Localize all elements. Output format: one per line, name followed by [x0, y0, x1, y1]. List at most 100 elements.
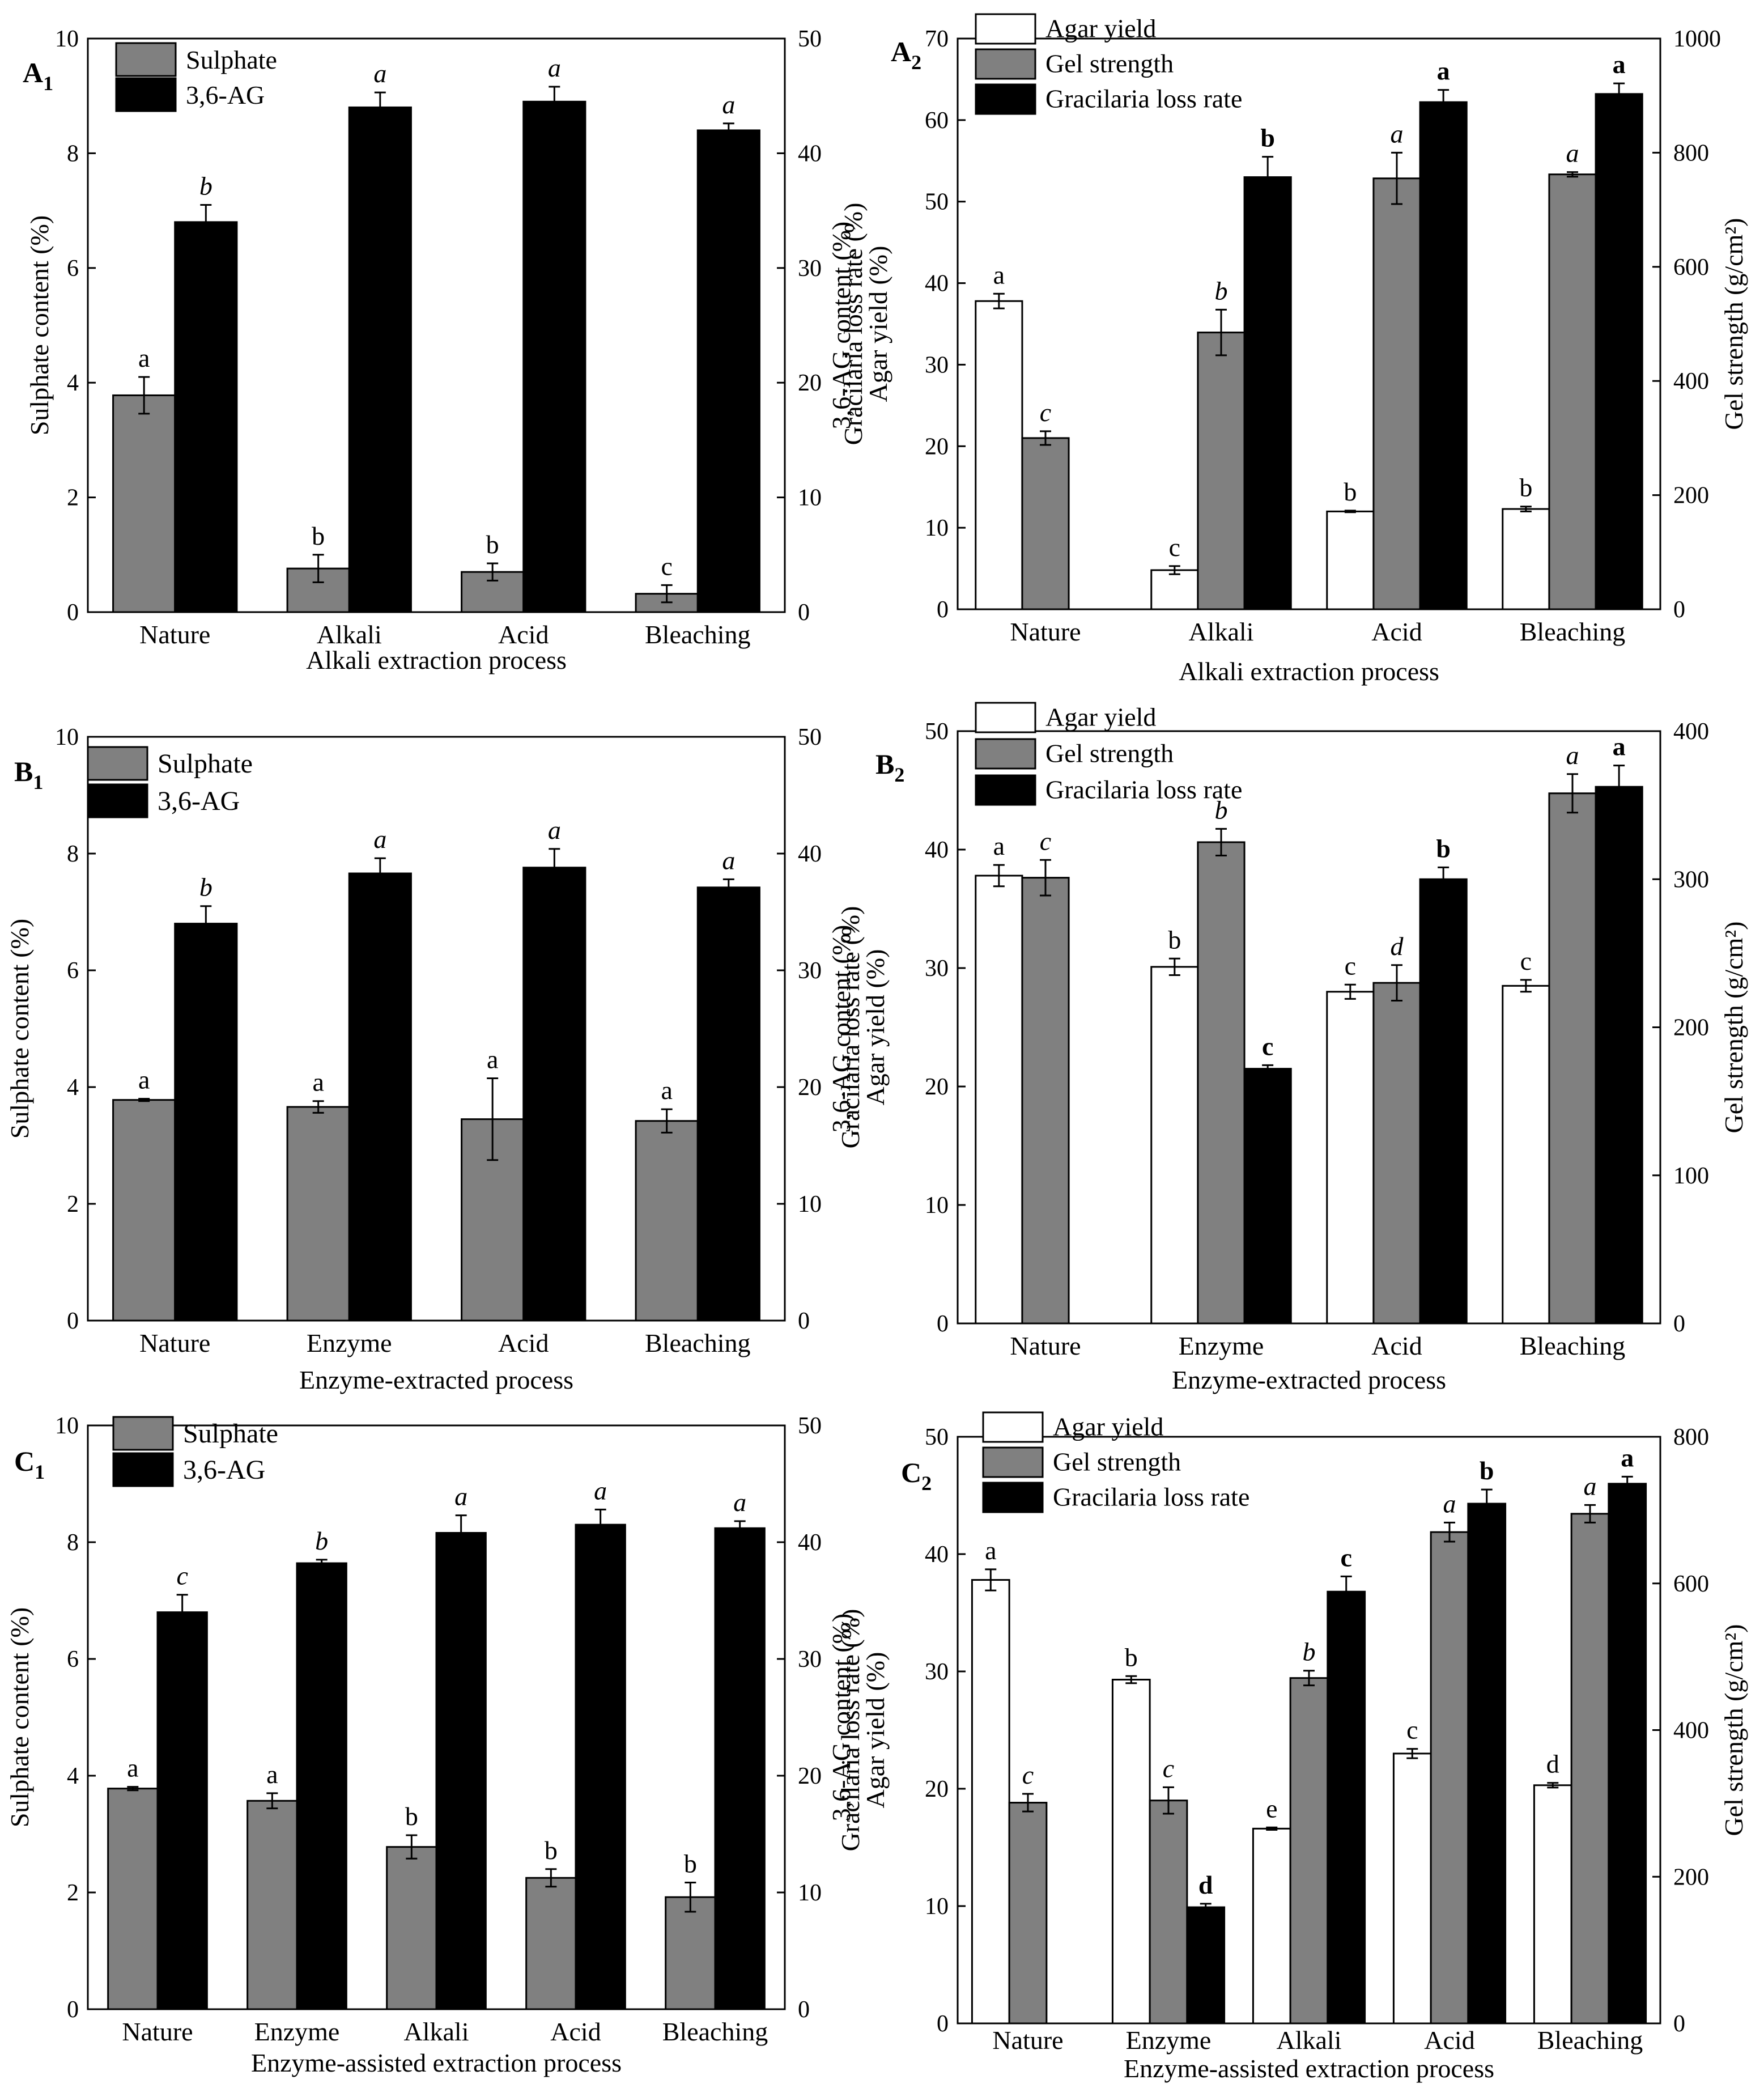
bar-gel-strength [1548, 792, 1597, 1325]
panel-label: C1 [14, 1445, 45, 1483]
right-tick-label: 10 [798, 485, 822, 511]
bar-gracilaria-loss-rate [1186, 1906, 1226, 2025]
left-tick-label: 6 [67, 1646, 79, 1673]
plot-frame [87, 37, 786, 613]
left-axis-title: Sulphate content (%) [5, 919, 34, 1139]
left-tick-label: 10 [925, 1192, 949, 1219]
bar-gel-strength [1570, 1513, 1610, 2025]
significance-letter: b [1168, 925, 1181, 954]
right-tick-label: 600 [1673, 1571, 1709, 1597]
x-tick-label: Acid [498, 1329, 549, 1357]
legend-label: Sulphate [158, 749, 253, 779]
x-axis-title: Enzyme-assisted extraction process [1124, 2054, 1494, 2083]
significance-letter: a [454, 1482, 467, 1511]
x-tick-label: Nature [1010, 617, 1081, 646]
bar-gracilaria-loss-rate [1467, 1503, 1507, 2025]
bar-agar-yield [1326, 510, 1375, 610]
left-tick-label: 6 [67, 256, 79, 282]
significance-letter: c [1262, 1032, 1273, 1060]
significance-letter: d [1198, 1870, 1213, 1899]
bar-agar-yield [1533, 1784, 1572, 2025]
legend-label: Gracilaria loss rate [1045, 84, 1242, 113]
right-tick-label: 0 [798, 1997, 810, 2023]
bar-sulphate [386, 1846, 437, 2010]
x-tick-label: Enzyme [254, 2017, 340, 2046]
legend-swatch [975, 702, 1036, 733]
significance-letter: a [1391, 119, 1404, 148]
legend-label: Agar yield [1053, 1412, 1163, 1441]
bar-3-6-ag [714, 1527, 766, 2010]
significance-letter: b [545, 1836, 558, 1865]
right-axis-title: Gel strength (g/cm²) [1719, 921, 1748, 1133]
bar-agar-yield [975, 300, 1023, 610]
x-tick-label: Nature [122, 2017, 193, 2046]
significance-letter: a [993, 260, 1005, 289]
legend-label: Agar yield [1045, 703, 1156, 732]
significance-letter: b [1215, 795, 1228, 824]
left-tick-label: 30 [925, 1659, 949, 1685]
bar-gel-strength [1430, 1531, 1469, 2025]
legend-swatch [975, 738, 1036, 770]
legend-swatch [115, 77, 177, 112]
left-tick-label: 20 [925, 1776, 949, 1802]
significance-letter: b [315, 1526, 328, 1555]
right-axis-title: 3,6-AG content (%) [827, 925, 856, 1133]
panel-label: B2 [875, 748, 904, 786]
left-tick-label: 2 [67, 1191, 79, 1217]
left-tick-label: 8 [67, 841, 79, 867]
right-tick-label: 200 [1673, 1864, 1709, 1890]
left-tick-label: 40 [925, 837, 949, 863]
legend-label: 3,6-AG [186, 80, 265, 109]
legend-swatch [975, 83, 1036, 115]
right-tick-label: 30 [798, 1646, 822, 1673]
legend-swatch [112, 1416, 174, 1451]
left-tick-label: 50 [925, 1424, 949, 1450]
right-axis-title: 3,6-AG content (%) [827, 222, 856, 430]
significance-letter: a [373, 825, 386, 854]
significance-letter: a [266, 1760, 278, 1789]
bar-gel-strength [1289, 1677, 1329, 2025]
left-tick-label: 10 [925, 515, 949, 541]
significance-letter: a [1566, 741, 1579, 770]
left-tick-label: 0 [937, 597, 949, 623]
left-tick-label: 50 [925, 189, 949, 215]
chart-c1: 0 2 4 6 8 10 0 10 20 30 40 50 Nature a c Enzyme a b Alkali… [5, 1413, 856, 2077]
right-tick-label: 30 [798, 958, 822, 984]
significance-letter: b [684, 1849, 697, 1878]
significance-letter: b [1344, 477, 1357, 506]
significance-letter: a [487, 1045, 498, 1074]
bar-gel-strength [1548, 173, 1597, 610]
x-tick-label: Acid [498, 620, 549, 649]
right-tick-label: 40 [798, 841, 822, 867]
significance-letter: a [594, 1476, 607, 1505]
significance-letter: a [373, 59, 386, 88]
significance-letter: a [138, 343, 150, 372]
left-tick-label: 0 [937, 1311, 949, 1337]
right-tick-label: 0 [798, 1308, 810, 1334]
significance-letter: b [1519, 473, 1532, 502]
significance-letter: a [548, 53, 561, 82]
bar-agar-yield [1111, 1678, 1151, 2025]
significance-letter: a [733, 1488, 746, 1517]
x-tick-label: Enzyme [1179, 1331, 1264, 1360]
bar-agar-yield [1150, 966, 1199, 1325]
x-tick-label: Bleaching [645, 620, 751, 649]
significance-letter: c [1341, 1543, 1352, 1572]
x-tick-label: Acid [1424, 2026, 1474, 2055]
right-tick-label: 0 [1673, 1311, 1685, 1337]
left-tick-label: 30 [925, 956, 949, 982]
x-axis-title: Alkali extraction process [306, 646, 567, 674]
left-axis-title-secondary: Gracilaria loss rate (%) [839, 203, 868, 445]
legend-swatch [982, 1482, 1044, 1513]
x-tick-label: Acid [1371, 617, 1422, 646]
right-tick-label: 400 [1673, 1718, 1709, 1744]
bar-gel-strength [1021, 877, 1070, 1325]
bar-gel-strength [1021, 437, 1070, 610]
chart-a2: 0 10 20 30 40 50 60 70 0 200 400 600 800 1000 Nature a c… [839, 13, 1748, 686]
right-tick-label: 20 [798, 1763, 822, 1789]
significance-letter: b [1303, 1637, 1316, 1666]
right-tick-label: 40 [798, 1530, 822, 1556]
right-tick-label: 30 [798, 256, 822, 282]
left-tick-label: 0 [67, 600, 79, 626]
